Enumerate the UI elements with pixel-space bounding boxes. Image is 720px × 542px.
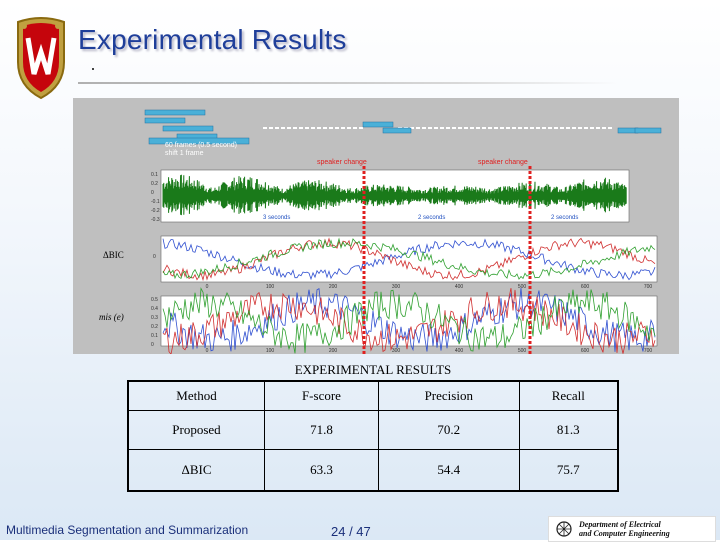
page-number: 24 / 47 [331, 524, 371, 539]
department-line-1: Department of Electrical [579, 520, 661, 529]
bic-xticks: 0 100 200 300 400 500 600 700 [206, 284, 653, 290]
xtick-label: 600 [581, 284, 590, 290]
mis-curve-red [162, 288, 656, 356]
header-method: Method [127, 380, 265, 411]
mis-ytick-label: 0.5 [151, 297, 158, 303]
cell-precision: 54.4 [377, 449, 520, 492]
xtick-label: 100 [266, 348, 275, 354]
header-recall: Recall [518, 380, 619, 411]
mis-ytick-label: 0.2 [151, 324, 158, 330]
speaker-change-label-2: speaker change [478, 159, 528, 166]
xtick-label: 500 [518, 284, 527, 290]
table-caption: EXPERIMENTAL RESULTS [294, 362, 452, 377]
cell-fscore: 63.3 [264, 449, 379, 492]
mis-ytick-label: 0.3 [151, 315, 158, 321]
cell-method: ΔBIC [127, 449, 265, 492]
xtick-label: 0 [206, 348, 209, 354]
cell-recall: 81.3 [518, 410, 619, 450]
xtick-label: 100 [266, 284, 275, 290]
mis-curve-blue [162, 288, 656, 352]
analysis-window-bar [382, 127, 412, 134]
bic-ytick-label: 0 [153, 254, 156, 260]
xtick-label: 400 [455, 348, 464, 354]
mis-yticks: 0.5 0.4 0.3 0.2 0.1 0 [151, 297, 158, 348]
waveform-ytick-label: 0.1 [151, 172, 158, 178]
department-name: Department of Electrical and Computer En… [579, 520, 670, 538]
title-underline [78, 82, 618, 84]
segment-label-2: 2 seconds [418, 215, 445, 221]
xtick-label: 300 [392, 284, 401, 290]
experiment-figure: 60 frames (0.5 second) shift 1 frame spe… [73, 98, 679, 356]
shift-label: shift 1 frame [165, 150, 204, 157]
mis-ytick-label: 0.4 [151, 306, 158, 312]
cell-method: Proposed [127, 410, 265, 450]
bic-ylabel: ΔBIC [103, 250, 124, 260]
analysis-window-bar [362, 121, 394, 128]
table-header-row: Method F-score Precision Recall [127, 380, 619, 411]
bic-curve-green [162, 237, 656, 280]
department-logo: Department of Electrical and Computer En… [548, 516, 716, 542]
bic-panel [160, 235, 658, 283]
waveform-ytick-label: 0 [151, 190, 154, 196]
frames-label: 60 frames (0.5 second) [165, 142, 237, 149]
analysis-window-bar [162, 125, 214, 132]
mis-ytick-label: 0 [151, 342, 154, 348]
waveform-ytick-label: -0.1 [151, 199, 160, 205]
window-length-bar [148, 137, 250, 145]
waveform-ytick-label: -0.3 [151, 217, 160, 223]
waveform-ytick-label: -0.2 [151, 208, 160, 214]
xtick-label: 600 [581, 348, 590, 354]
cell-fscore: 71.8 [264, 410, 379, 450]
xtick-label: 400 [455, 284, 464, 290]
speaker-change-label-1: speaker change [317, 159, 367, 166]
header-precision: Precision [377, 380, 520, 411]
mis-ytick-label: 0.1 [151, 333, 158, 339]
table-row: Proposed 71.8 70.2 81.3 [127, 410, 619, 450]
cell-precision: 70.2 [377, 410, 520, 450]
waveform-yticks: 0.1 0.2 0 -0.1 -0.2 -0.3 [151, 172, 160, 223]
xtick-label: 700 [644, 284, 653, 290]
mis-xticks: 0 100 200 300 400 500 600 700 [206, 348, 653, 354]
slide-title: Experimental Results [78, 24, 347, 55]
speech-waveform [162, 174, 627, 216]
bic-curve-red [162, 237, 656, 282]
figure-graphic: 60 frames (0.5 second) shift 1 frame spe… [99, 109, 662, 356]
window-diagram [144, 109, 662, 145]
analysis-window-bar [144, 109, 206, 116]
segment-label-3: 2 seconds [551, 215, 578, 221]
department-emblem-icon [556, 521, 572, 537]
department-line-2: and Computer Engineering [579, 529, 670, 538]
xtick-label: 300 [392, 348, 401, 354]
analysis-window-bar [144, 117, 186, 124]
analysis-window-bar [634, 127, 662, 134]
waveform-ytick-label: 0.2 [151, 181, 158, 187]
cell-recall: 75.7 [518, 449, 619, 492]
xtick-label: 0 [206, 284, 209, 290]
results-table: Method F-score Precision Recall Proposed… [127, 380, 619, 492]
xtick-label: 200 [329, 284, 338, 290]
mis-curve-green [162, 287, 656, 354]
mis-ylabel: mis (e) [99, 312, 124, 322]
title-dot [92, 68, 94, 70]
segment-label-1: 3 seconds [263, 215, 290, 221]
footer-course-title: Multimedia Segmentation and Summarizatio… [6, 523, 249, 537]
bic-curve-blue [162, 238, 656, 281]
university-crest-logo [17, 17, 65, 100]
xtick-label: 500 [518, 348, 527, 354]
xtick-label: 200 [329, 348, 338, 354]
table-row: ΔBIC 63.3 54.4 75.7 [127, 449, 619, 492]
xtick-label: 700 [644, 348, 653, 354]
header-fscore: F-score [264, 380, 379, 411]
